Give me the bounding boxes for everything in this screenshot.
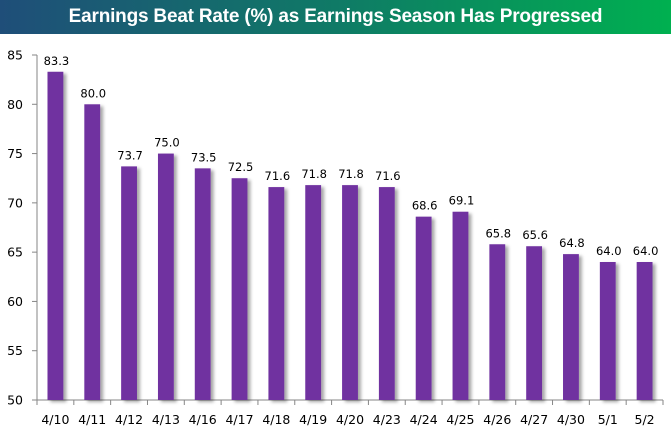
data-label: 68.6 xyxy=(412,199,438,213)
x-tick-label: 4/10 xyxy=(41,412,69,427)
x-tick-label: 4/23 xyxy=(373,412,401,427)
data-label: 71.8 xyxy=(338,167,364,181)
category-labels: 4/10 4/11 4/12 4/13 4/16 4/17 4/18 4/19 4/20 4/23… xyxy=(41,412,654,427)
data-label: 69.1 xyxy=(449,194,475,208)
x-tick-label: 4/19 xyxy=(299,412,327,427)
bar xyxy=(194,168,211,400)
x-tick-label: 5/1 xyxy=(598,412,618,427)
data-label: 83.3 xyxy=(44,54,70,68)
data-label: 75.0 xyxy=(154,136,180,150)
bar xyxy=(342,185,358,400)
x-tick-label: 4/26 xyxy=(483,412,511,427)
bar xyxy=(599,262,616,400)
x-tick-label: 4/13 xyxy=(152,412,180,427)
data-label: 65.8 xyxy=(485,226,511,240)
bars xyxy=(47,71,653,401)
bar xyxy=(489,244,506,400)
x-tick-label: 4/24 xyxy=(410,412,438,427)
y-tick-label: 85 xyxy=(7,48,23,63)
x-tick-label: 4/11 xyxy=(78,412,106,427)
chart-title-bar: Earnings Beat Rate (%) as Earnings Seaso… xyxy=(0,0,671,34)
data-label: 71.6 xyxy=(375,169,401,183)
x-tick-label: 4/20 xyxy=(336,412,364,427)
chart-title: Earnings Beat Rate (%) as Earnings Seaso… xyxy=(68,6,603,27)
y-tick-label: 70 xyxy=(7,195,23,210)
bar xyxy=(452,211,469,400)
bar xyxy=(563,254,579,400)
data-label: 80.0 xyxy=(80,86,106,100)
data-label: 64.8 xyxy=(559,236,585,250)
bar xyxy=(415,216,432,400)
y-tick-label: 50 xyxy=(7,393,23,408)
data-label: 65.6 xyxy=(522,228,548,242)
x-tick-label: 4/30 xyxy=(557,412,585,427)
bar xyxy=(636,262,653,400)
bar xyxy=(378,187,395,400)
bar xyxy=(231,178,248,400)
bar xyxy=(84,104,101,401)
bar xyxy=(121,166,137,400)
data-label: 64.0 xyxy=(596,244,622,258)
y-tick-label: 55 xyxy=(7,343,23,358)
x-tick-label: 4/16 xyxy=(189,412,217,427)
x-tick-label: 5/2 xyxy=(635,412,655,427)
data-label: 72.5 xyxy=(228,160,254,174)
data-label: 64.0 xyxy=(633,244,659,258)
bar xyxy=(526,246,543,400)
data-label: 71.6 xyxy=(265,169,291,183)
y-tick-label: 80 xyxy=(7,97,23,112)
data-labels: 83.3 80.0 73.7 75.0 73.5 72.5 71.6 71.8 71.8 71.6… xyxy=(44,54,659,258)
x-tick-label: 4/27 xyxy=(520,412,548,427)
bar-chart: 50 55 60 65 70 75 80 85 83.3 80.0 73.7 75.0 73.5 72.… xyxy=(7,48,664,427)
axes: 50 55 60 65 70 75 80 85 xyxy=(7,48,664,408)
y-tick-label: 75 xyxy=(7,146,23,161)
data-label: 73.5 xyxy=(191,150,217,164)
data-label: 71.8 xyxy=(301,167,327,181)
y-tick-label: 65 xyxy=(7,245,23,260)
x-tick-label: 4/12 xyxy=(115,412,143,427)
bar xyxy=(157,153,174,400)
x-tick-label: 4/17 xyxy=(225,412,253,427)
x-tick-label: 4/18 xyxy=(262,412,290,427)
bar xyxy=(268,187,285,400)
bar xyxy=(47,71,64,400)
data-label: 73.7 xyxy=(117,148,143,162)
x-tick-label: 4/25 xyxy=(446,412,474,427)
bar xyxy=(305,185,322,400)
y-tick-label: 60 xyxy=(7,294,23,309)
